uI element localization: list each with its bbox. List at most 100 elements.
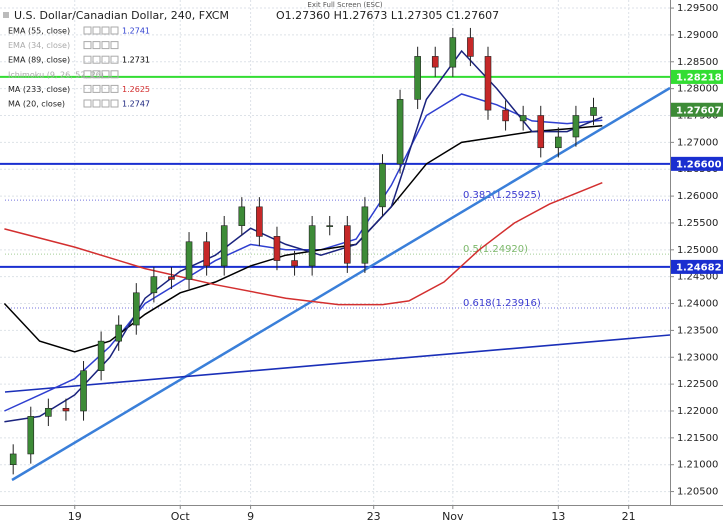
candle-body [590,107,597,116]
candle-body [308,225,316,267]
legend-icon[interactable] [92,84,101,93]
legend-icon[interactable] [92,70,101,79]
candle-body [467,37,474,57]
candle-body [555,136,562,149]
collapse-icon[interactable] [3,12,9,18]
legend-icon[interactable] [101,99,110,108]
ohlc: O1.27360 H1.27673 L1.27305 C1.27607 [276,9,499,22]
legend-icon[interactable] [83,99,92,108]
legend-icon[interactable] [110,55,119,64]
legend-icon[interactable] [92,99,101,108]
price-tag [671,259,723,274]
y-tick-label: 1.22500 [677,379,718,390]
candle-body [396,99,404,165]
legend: EMA (55, close) 1.2741 EMA (34, close) EMA … [8,26,150,109]
y-tick-label: 1.26000 [677,191,718,202]
legend-icon[interactable] [83,84,92,93]
candle-body [291,260,298,267]
y-tick-label: 1.24500 [677,272,718,283]
legend-icon[interactable] [83,70,92,79]
y-tick-label: 1.28500 [677,57,718,68]
legend-icon[interactable] [101,26,110,35]
indicator-line [4,182,603,306]
y-tick-label: 1.23000 [677,352,718,363]
x-tick-label: 19 [68,510,82,523]
x-tick-label: 21 [622,510,636,523]
candle-body [344,225,351,264]
candle-body [537,115,545,149]
legend-label: EMA (55, close) [8,27,70,36]
grid [0,0,670,505]
legend-icon[interactable] [101,84,110,93]
y-tick-label: 1.21500 [677,433,718,444]
y-tick-label: 1.24000 [677,299,718,310]
candle-body [519,115,527,122]
candle-body [220,225,228,267]
legend-value: 1.2747 [122,100,150,109]
legend-label: EMA (34, close) [8,41,70,50]
price-tag-label: 1.27607 [676,105,722,116]
legend-icon[interactable] [83,41,92,50]
candle-body [572,115,580,138]
candle-body [9,453,17,466]
legend-icon[interactable] [110,41,119,50]
price-tag [671,156,723,171]
x-tick-label: Oct [171,510,191,523]
chart-title: U.S. Dollar/Canadian Dollar, 240, FXCM [14,9,229,22]
candle-body [27,416,35,455]
candles [9,27,597,475]
legend-icon[interactable] [101,55,110,64]
legend-label: MA (20, close) [8,100,65,109]
candle-body [80,370,87,412]
legend-icon[interactable] [101,41,110,50]
legend-icon[interactable] [83,55,92,64]
legend-label: Ichimoku (9, 26, 52, 26) [8,70,104,79]
y-tick-label: 1.25500 [677,218,718,229]
legend-value: 1.2625 [122,85,150,94]
candle-body [484,56,492,111]
candle-body [150,276,158,294]
price-tag [671,102,723,117]
y-tick-label: 1.23500 [677,325,718,336]
banner[interactable]: Exit Full Screen (ESC) [307,1,382,9]
candle-body [273,236,281,261]
candle-body [431,56,439,68]
y-tick-label: 1.20500 [677,487,718,498]
candle-body [502,109,509,122]
y-tick-label: 1.21000 [677,460,718,471]
legend-icon[interactable] [110,84,119,93]
fib-label: 0.5(1.24920) [463,244,528,255]
legend-value: 1.2731 [122,56,150,65]
price-tag-label: 1.26600 [676,159,722,170]
legend-icon[interactable] [110,70,119,79]
legend-label: EMA (89, close) [8,56,70,65]
legend-icon[interactable] [110,99,119,108]
candle-body [97,340,105,371]
candle-body [414,56,421,100]
legend-icon[interactable] [92,26,101,35]
candle-body [168,276,175,280]
x-tick-label: Nov [442,510,464,523]
price-tag [671,69,723,84]
candle-body [203,241,210,267]
candle-body [361,206,369,264]
legend-icon[interactable] [110,26,119,35]
legend-label: MA (233, close) [8,85,70,94]
trend-line [4,334,671,393]
legend-icon[interactable] [92,55,101,64]
fib-label: 0.618(1.23916) [463,298,541,309]
fib-label: 0.382(1.25925) [463,190,541,201]
y-tick-label: 1.28000 [677,84,718,95]
legend-icon[interactable] [101,70,110,79]
candle-body [449,37,457,68]
x-tick-label: 23 [367,510,381,523]
y-tick-label: 1.25000 [677,245,718,256]
legend-icon[interactable] [83,26,92,35]
price-tag-label: 1.28218 [676,72,722,83]
candle-body [45,407,52,417]
price-tag-label: 1.24682 [676,262,722,273]
legend-icon[interactable] [92,41,101,50]
x-tick-label: 9 [247,510,254,523]
